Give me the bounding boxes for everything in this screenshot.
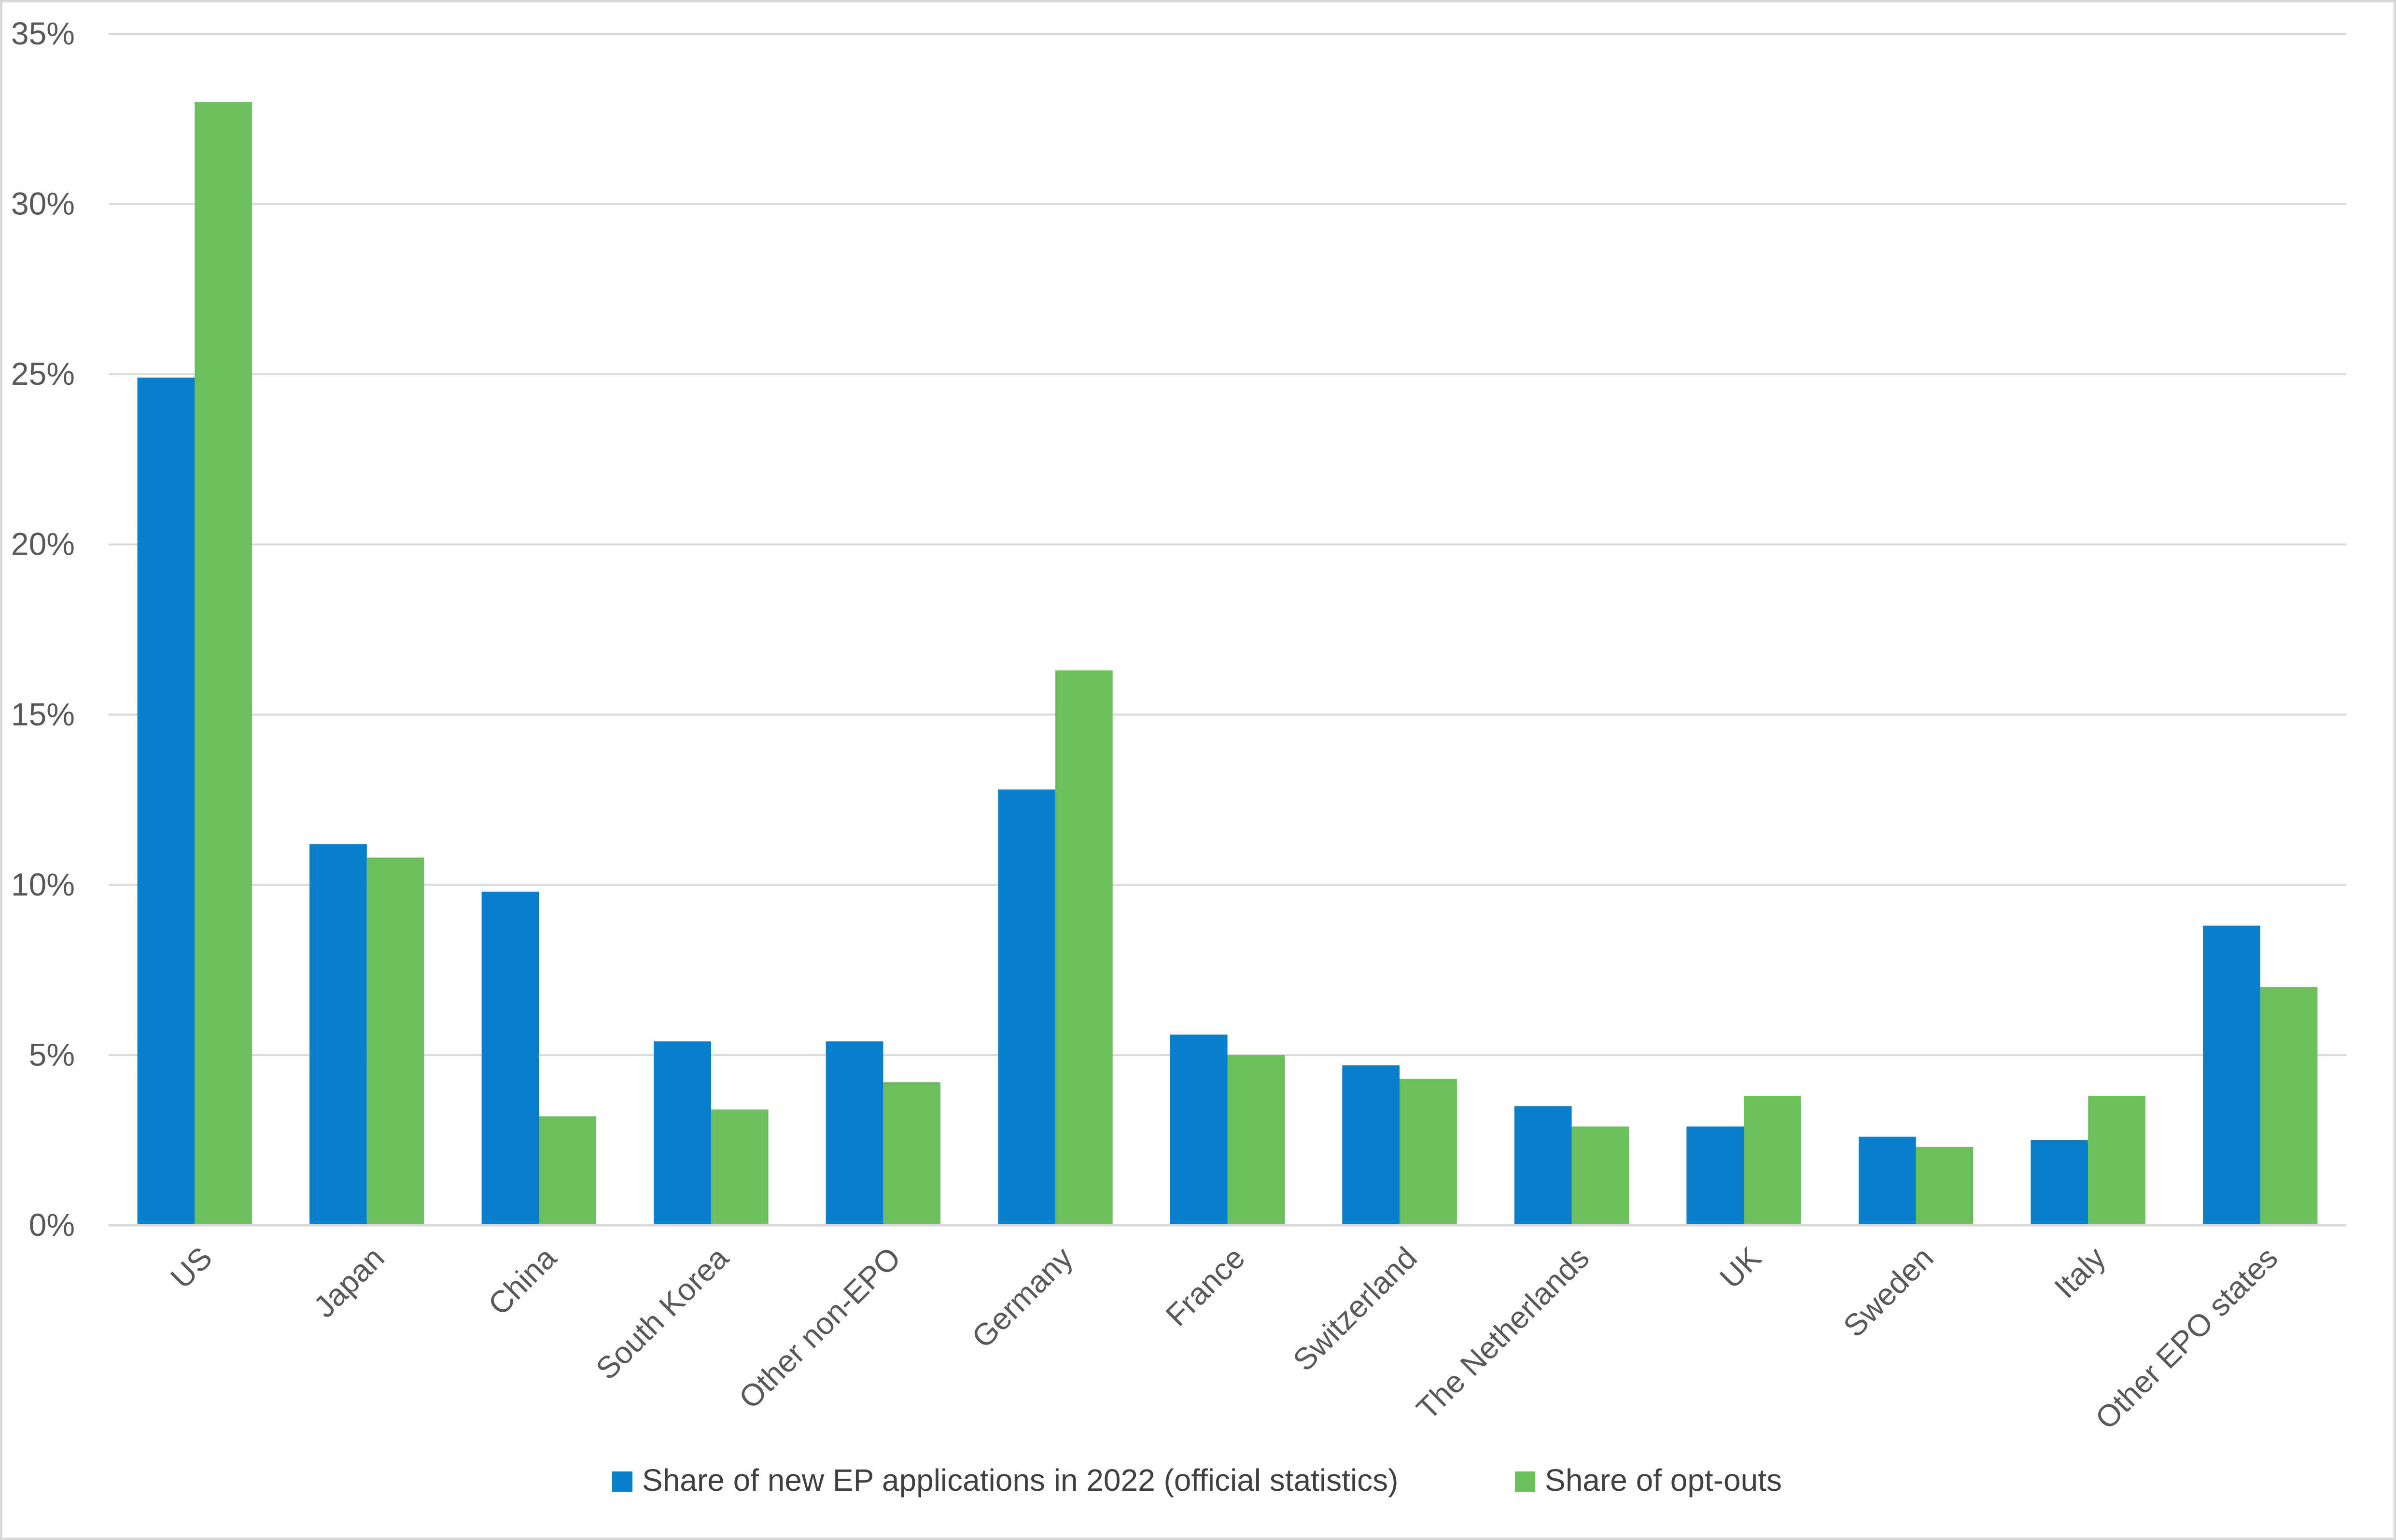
bar-opt-outs [1744,1096,1801,1225]
legend-swatch [612,1471,632,1492]
bar-applications [654,1041,711,1225]
bar-applications [1342,1065,1400,1225]
x-tick-label: Italy [2047,1240,2112,1305]
bar-opt-outs [711,1109,769,1225]
legend-label: Share of opt-outs [1545,1463,1782,1498]
bar-opt-outs [1227,1055,1285,1225]
x-tick-label: Germany [965,1240,1079,1355]
x-tick-label: Sweden [1836,1240,1940,1344]
bar-applications [1514,1106,1572,1225]
y-tick-label: 0% [29,1207,75,1243]
bar-applications [309,844,367,1225]
bar-opt-outs [195,102,252,1225]
legend: Share of new EP applications in 2022 (of… [612,1463,1782,1498]
bar-opt-outs [2260,987,2318,1225]
y-tick-label: 35% [11,15,75,51]
bar-opt-outs [1916,1147,1974,1225]
x-tick-label: US [164,1240,219,1295]
legend-label: Share of new EP applications in 2022 (of… [642,1463,1398,1498]
x-tick-label: The Netherlands [1410,1240,1596,1426]
x-tick-label: France [1159,1240,1252,1333]
x-tick-label: China [481,1240,563,1322]
bar-opt-outs [1571,1126,1629,1225]
bar-applications [826,1041,883,1225]
bar-opt-outs [1400,1078,1457,1225]
x-tick-label: Japan [307,1240,391,1324]
bar-opt-outs [2088,1096,2145,1225]
bar-opt-outs [883,1082,941,1225]
y-tick-label: 5% [29,1036,75,1072]
bar-applications [2031,1140,2088,1225]
bar-opt-outs [366,857,424,1225]
bar-applications [137,378,195,1225]
bars [137,102,2318,1225]
bar-applications [998,789,1055,1225]
x-tick-label: Other EPO states [2088,1240,2284,1436]
y-tick-label: 20% [11,526,75,562]
y-tick-label: 15% [11,696,75,732]
bar-opt-outs [1055,670,1113,1225]
x-tick-label: Other non-EPO [732,1240,908,1415]
bar-applications [1686,1126,1744,1225]
x-tick-label: UK [1713,1240,1768,1295]
y-tick-label: 10% [11,867,75,902]
bar-applications [1858,1136,1916,1225]
gridlines [109,33,2346,1056]
bar-opt-outs [539,1116,597,1225]
bar-applications [481,891,539,1225]
x-tick-label: Switzerland [1286,1240,1424,1378]
x-tick-label: South Korea [589,1240,735,1386]
y-tick-label: 25% [11,356,75,392]
y-axis-tick-labels: 0% 5% 10% 15% 20% 25% 30% 35% [11,15,75,1243]
bar-applications [1170,1035,1228,1225]
bar-applications [2203,925,2260,1225]
y-tick-label: 30% [11,186,75,222]
legend-swatch [1515,1471,1535,1492]
